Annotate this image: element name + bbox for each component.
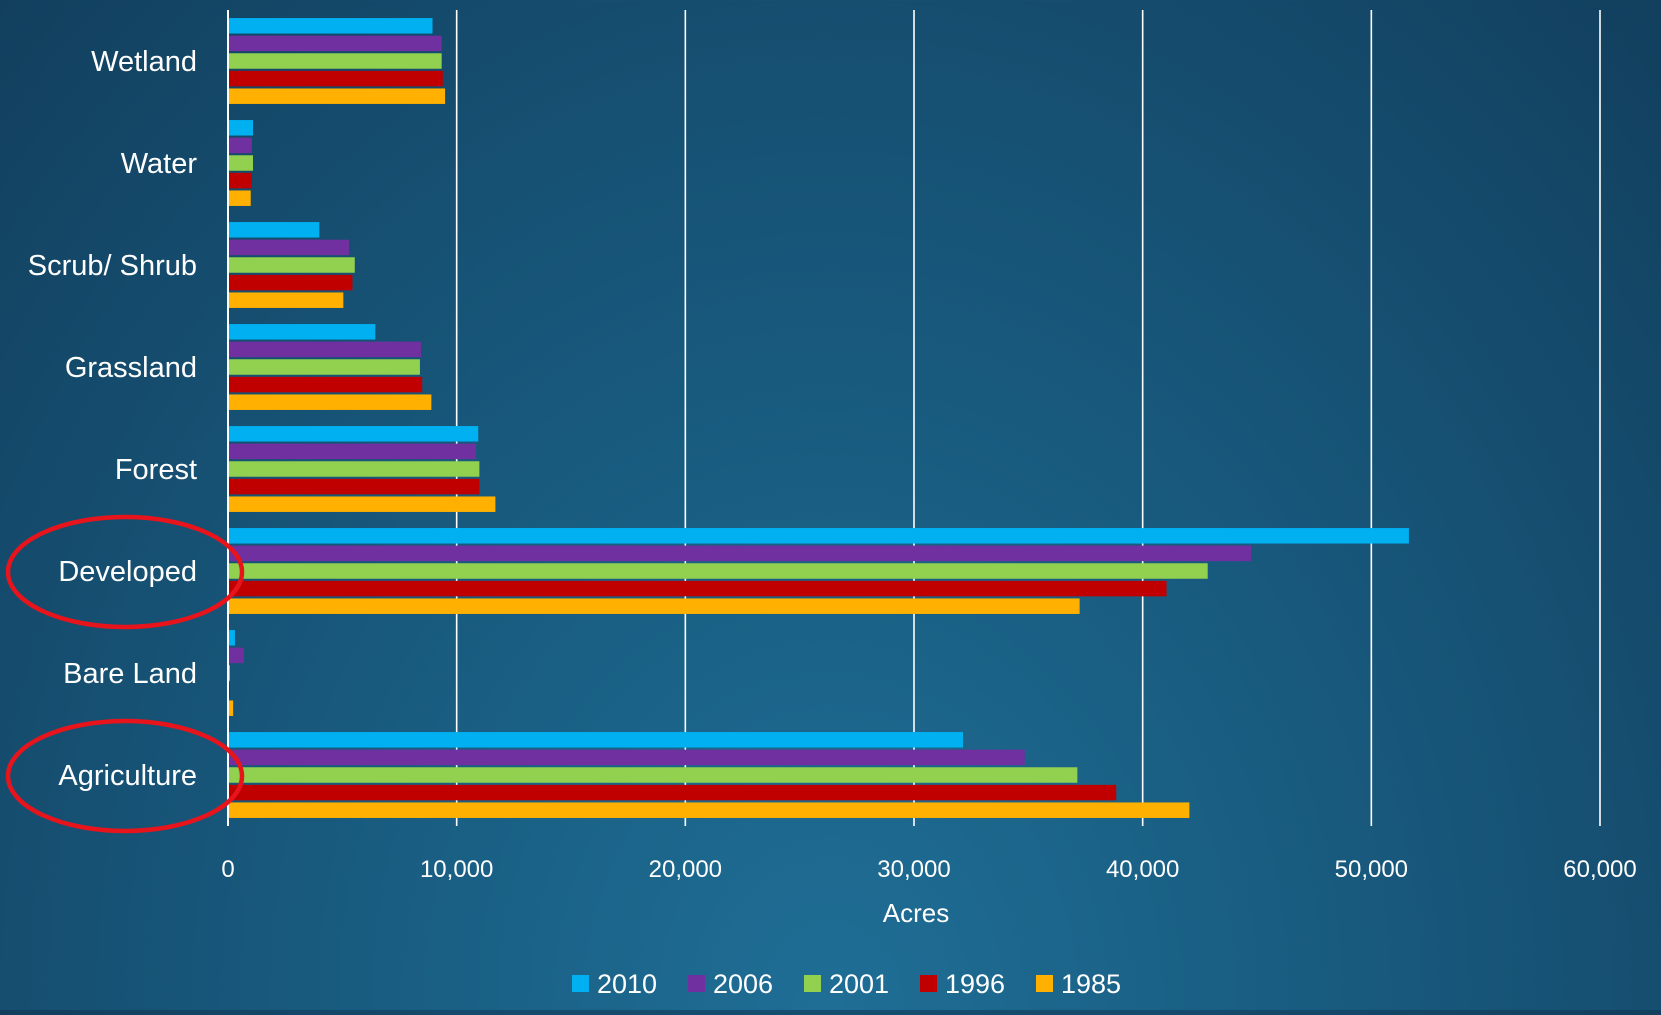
category-label-bare-land: Bare Land bbox=[63, 658, 197, 690]
x-tick-label: 20,000 bbox=[649, 856, 722, 883]
x-tick-label: 30,000 bbox=[877, 856, 950, 883]
bar-water-1996 bbox=[229, 172, 252, 189]
bar-bare-land-1996 bbox=[229, 682, 230, 699]
category-label-grassland: Grassland bbox=[65, 352, 197, 384]
x-tick-label: 40,000 bbox=[1106, 856, 1179, 883]
legend-label-1985: 1985 bbox=[1061, 969, 1121, 999]
category-label-water: Water bbox=[121, 148, 198, 180]
bar-grassland-1996 bbox=[229, 376, 423, 393]
x-tick-labels: 0 10,000 20,000 30,000 40,000 50,000 60,000 bbox=[221, 856, 1636, 883]
legend-label-2006: 2006 bbox=[713, 969, 773, 999]
x-tick-label: 50,000 bbox=[1335, 856, 1408, 883]
bar-developed-2010 bbox=[229, 528, 1409, 544]
highlight-ellipse-agriculture bbox=[5, 718, 245, 834]
bar-forest-1985 bbox=[229, 496, 496, 512]
bar-water-2006 bbox=[229, 137, 252, 154]
category-label-agriculture: Agriculture bbox=[58, 760, 197, 792]
bar-grassland-1985 bbox=[229, 394, 432, 410]
bar-developed-2001 bbox=[229, 563, 1208, 579]
bar-agriculture-1985 bbox=[229, 802, 1190, 818]
highlight-ellipses bbox=[5, 514, 245, 834]
bar-forest-2006 bbox=[229, 443, 476, 460]
x-tick-label: 10,000 bbox=[420, 856, 493, 883]
highlight-ellipse-developed bbox=[5, 514, 245, 630]
legend-label-2001: 2001 bbox=[829, 969, 889, 999]
bar-scrub-shrub-2001 bbox=[229, 257, 355, 273]
bar-agriculture-1996 bbox=[229, 784, 1117, 801]
category-label-scrub-shrub: Scrub/ Shrub bbox=[28, 250, 197, 282]
category-label-forest: Forest bbox=[115, 454, 197, 486]
bar-scrub-shrub-2006 bbox=[229, 239, 350, 256]
bars bbox=[229, 18, 1409, 818]
bar-bare-land-1985 bbox=[229, 700, 234, 716]
bar-bare-land-2001 bbox=[229, 665, 230, 681]
legend-label-1996: 1996 bbox=[945, 969, 1005, 999]
bar-water-2010 bbox=[229, 120, 254, 136]
legend-swatch-1996 bbox=[920, 975, 937, 992]
gridlines bbox=[455, 10, 1601, 826]
bar-grassland-2001 bbox=[229, 359, 420, 375]
bar-scrub-shrub-2010 bbox=[229, 222, 320, 238]
bar-water-2001 bbox=[229, 155, 254, 171]
bar-forest-2010 bbox=[229, 426, 479, 442]
bar-wetland-2001 bbox=[229, 53, 442, 69]
bar-scrub-shrub-1996 bbox=[229, 274, 353, 291]
legend-swatch-2001 bbox=[804, 975, 821, 992]
legend-swatch-1985 bbox=[1036, 975, 1053, 992]
bar-agriculture-2001 bbox=[229, 767, 1078, 783]
x-axis-title: Acres bbox=[883, 898, 949, 928]
x-tick-label: 60,000 bbox=[1563, 856, 1636, 883]
bar-developed-2006 bbox=[229, 545, 1252, 562]
bar-wetland-1996 bbox=[229, 70, 443, 87]
bar-bare-land-2006 bbox=[229, 647, 244, 664]
bar-scrub-shrub-1985 bbox=[229, 292, 344, 308]
x-tick-label: 0 bbox=[221, 856, 234, 883]
bar-grassland-2006 bbox=[229, 341, 422, 358]
bar-wetland-1985 bbox=[229, 88, 446, 104]
category-labels: Wetland Water Scrub/ Shrub Grassland Forest D… bbox=[28, 46, 198, 792]
legend-swatch-2010 bbox=[572, 975, 589, 992]
bar-agriculture-2006 bbox=[229, 749, 1025, 766]
bar-developed-1985 bbox=[229, 598, 1080, 614]
bar-forest-1996 bbox=[229, 478, 480, 495]
bar-water-1985 bbox=[229, 190, 251, 206]
bar-wetland-2010 bbox=[229, 18, 433, 34]
bar-wetland-2006 bbox=[229, 35, 442, 52]
bar-bare-land-2010 bbox=[229, 630, 235, 646]
bar-agriculture-2010 bbox=[229, 732, 964, 748]
bar-grassland-2010 bbox=[229, 324, 376, 340]
legend-swatch-2006 bbox=[688, 975, 705, 992]
legend: 2010 2006 2001 1996 1985 bbox=[572, 969, 1121, 999]
bar-forest-2001 bbox=[229, 461, 480, 477]
legend-label-2010: 2010 bbox=[597, 969, 657, 999]
bar-developed-1996 bbox=[229, 580, 1167, 597]
category-label-wetland: Wetland bbox=[91, 46, 197, 78]
category-label-developed: Developed bbox=[58, 556, 197, 588]
